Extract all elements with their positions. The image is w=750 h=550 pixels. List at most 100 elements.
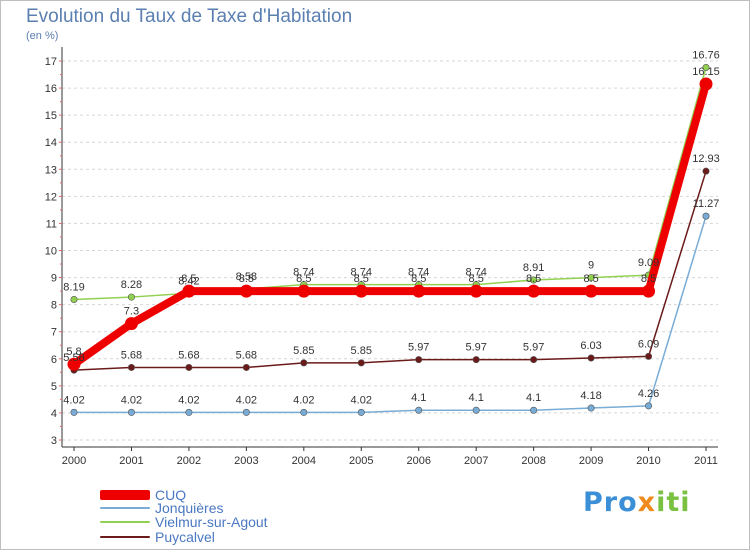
data-label: 4.1 xyxy=(411,392,426,404)
data-label: 8.74 xyxy=(408,267,429,279)
data-label: 5.8 xyxy=(66,346,81,358)
data-label: 8.19 xyxy=(63,281,84,293)
data-label: 4.02 xyxy=(178,394,199,406)
data-label: 9.09 xyxy=(638,257,659,269)
y-tick-label: 10 xyxy=(45,246,57,258)
data-label: 5.68 xyxy=(121,349,142,361)
data-point xyxy=(185,408,193,416)
data-point xyxy=(127,293,135,301)
y-tick-label: 14 xyxy=(45,137,57,149)
logo-text-x: x xyxy=(637,487,657,518)
data-label: 4.1 xyxy=(469,392,484,404)
y-tick-label: 15 xyxy=(45,110,57,122)
data-label: 5.97 xyxy=(408,342,429,354)
x-tick-label: 2007 xyxy=(464,455,488,467)
legend-label-jonquieres: Jonquières xyxy=(155,500,224,516)
x-tick-label: 2002 xyxy=(177,455,201,467)
y-tick-label: 9 xyxy=(51,273,57,285)
data-point xyxy=(469,284,483,298)
data-label: 8.5 xyxy=(526,273,541,285)
legend-item-puycalvel: Puycalvel xyxy=(100,529,215,545)
y-tick-label: 11 xyxy=(46,218,57,230)
data-point xyxy=(127,408,135,416)
data-point xyxy=(530,356,538,364)
data-label: 16.76 xyxy=(692,49,720,61)
data-label: 8.5 xyxy=(239,273,254,285)
data-label: 4.1 xyxy=(526,392,541,404)
data-point xyxy=(124,317,138,331)
data-point xyxy=(127,363,135,371)
data-point xyxy=(242,408,250,416)
x-tick-label: 2001 xyxy=(119,455,143,467)
data-label: 12.93 xyxy=(692,153,720,165)
data-label: 7.3 xyxy=(124,306,139,318)
data-point xyxy=(530,276,538,284)
data-label: 4.02 xyxy=(236,394,257,406)
data-point xyxy=(587,274,595,282)
x-tick-label: 2006 xyxy=(406,455,430,467)
data-label: 4.02 xyxy=(63,394,84,406)
series-line-1 xyxy=(73,215,707,414)
x-tick-label: 2004 xyxy=(292,455,316,467)
chart-title: Evolution du Taux de Taxe d'Habitation xyxy=(26,6,353,27)
y-tick-label: 8 xyxy=(51,300,57,312)
data-point xyxy=(587,354,595,362)
data-label: 8.91 xyxy=(523,262,544,274)
y-axis-ticks: 3 4 5 6 7 8 9 10 11 12 13 14 15 16 17 xyxy=(45,56,62,447)
data-label: 4.18 xyxy=(580,390,601,402)
data-label: 8.5 xyxy=(641,273,656,285)
x-tick-label: 2011 xyxy=(694,455,718,467)
data-point xyxy=(70,408,78,416)
legend-swatch-vielmur xyxy=(100,521,150,523)
proxiti-logo: Proxiti xyxy=(583,487,691,518)
data-point xyxy=(300,408,308,416)
y-tick-label: 12 xyxy=(45,191,57,203)
legend-item-cuq: CUQ xyxy=(100,487,186,503)
series-lines xyxy=(67,63,713,416)
series-line-3 xyxy=(73,170,707,371)
y-tick-label: 16 xyxy=(45,83,57,95)
x-tick-label: 2009 xyxy=(579,455,603,467)
data-point xyxy=(297,284,311,298)
y-tick-label: 3 xyxy=(51,435,57,447)
data-point xyxy=(185,363,193,371)
data-label: 5.97 xyxy=(465,342,486,354)
y-tick-label: 6 xyxy=(51,354,57,366)
data-label: 8.5 xyxy=(296,273,311,285)
y-tick-label: 7 xyxy=(51,327,57,339)
data-point xyxy=(702,167,710,175)
legend-swatch-cuq xyxy=(100,490,150,500)
x-tick-label: 2008 xyxy=(521,455,545,467)
data-label: 4.26 xyxy=(638,388,659,400)
x-axis-ticks: 2000 2001 2002 2003 2004 2005 2006 2007 2008 2009… xyxy=(62,447,718,467)
data-point xyxy=(645,402,653,410)
legend-item-vielmur: Vielmur-sur-Agout xyxy=(100,514,268,530)
data-label: 8.5 xyxy=(583,273,598,285)
data-point xyxy=(239,284,253,298)
grid-lines xyxy=(62,47,718,447)
legend-swatch-puycalvel xyxy=(100,536,150,538)
data-point xyxy=(584,284,598,298)
data-label: 4.02 xyxy=(293,394,314,406)
legend-label-cuq: CUQ xyxy=(155,487,187,503)
data-label: 8.74 xyxy=(351,267,372,279)
data-point xyxy=(415,356,423,364)
data-labels: 5.8 7.3 8.5 8.5 8.5 8.5 8.5 8.5 8.5 8.5 8.5 16.15 4.… xyxy=(63,49,719,406)
x-tick-label: 2003 xyxy=(234,455,258,467)
legend-item-jonquieres: Jonquières xyxy=(100,500,224,516)
chart-unit-label: (en %) xyxy=(26,30,59,42)
data-point xyxy=(699,77,713,91)
data-point xyxy=(300,359,308,367)
legend-label-puycalvel: Puycalvel xyxy=(155,529,215,545)
data-point xyxy=(702,63,710,71)
data-label: 9 xyxy=(588,260,594,272)
data-label: 8.74 xyxy=(465,267,486,279)
data-point xyxy=(527,284,541,298)
legend-swatch-jonquieres xyxy=(100,507,150,509)
axes xyxy=(61,47,718,448)
data-label: 8.28 xyxy=(121,279,142,291)
data-point xyxy=(182,284,196,298)
data-point xyxy=(642,284,656,298)
data-label: 8.5 xyxy=(411,273,426,285)
